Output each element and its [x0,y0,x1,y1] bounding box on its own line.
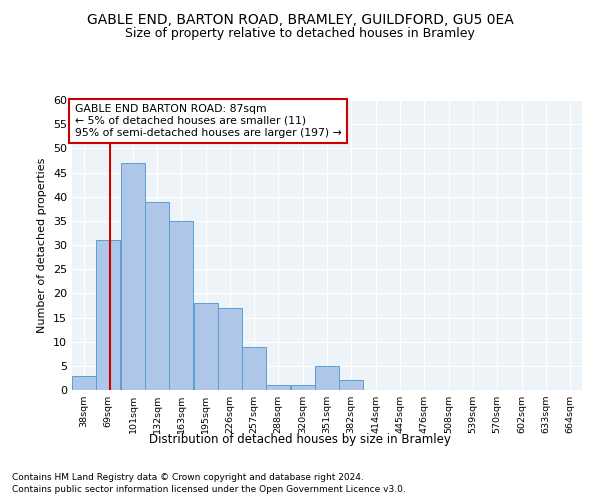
Bar [218,308,242,390]
Text: Distribution of detached houses by size in Bramley: Distribution of detached houses by size … [149,432,451,446]
Text: Contains HM Land Registry data © Crown copyright and database right 2024.: Contains HM Land Registry data © Crown c… [12,472,364,482]
Bar [121,163,145,390]
Bar [169,221,193,390]
Bar [291,385,315,390]
Bar [145,202,169,390]
Text: GABLE END, BARTON ROAD, BRAMLEY, GUILDFORD, GU5 0EA: GABLE END, BARTON ROAD, BRAMLEY, GUILDFO… [86,12,514,26]
Bar [266,385,290,390]
Bar [72,376,96,390]
Text: GABLE END BARTON ROAD: 87sqm
← 5% of detached houses are smaller (11)
95% of sem: GABLE END BARTON ROAD: 87sqm ← 5% of det… [74,104,341,138]
Bar [242,346,266,390]
Bar [339,380,363,390]
Bar [315,366,339,390]
Bar [96,240,120,390]
Text: Contains public sector information licensed under the Open Government Licence v3: Contains public sector information licen… [12,485,406,494]
Y-axis label: Number of detached properties: Number of detached properties [37,158,47,332]
Text: Size of property relative to detached houses in Bramley: Size of property relative to detached ho… [125,28,475,40]
Bar [194,303,218,390]
